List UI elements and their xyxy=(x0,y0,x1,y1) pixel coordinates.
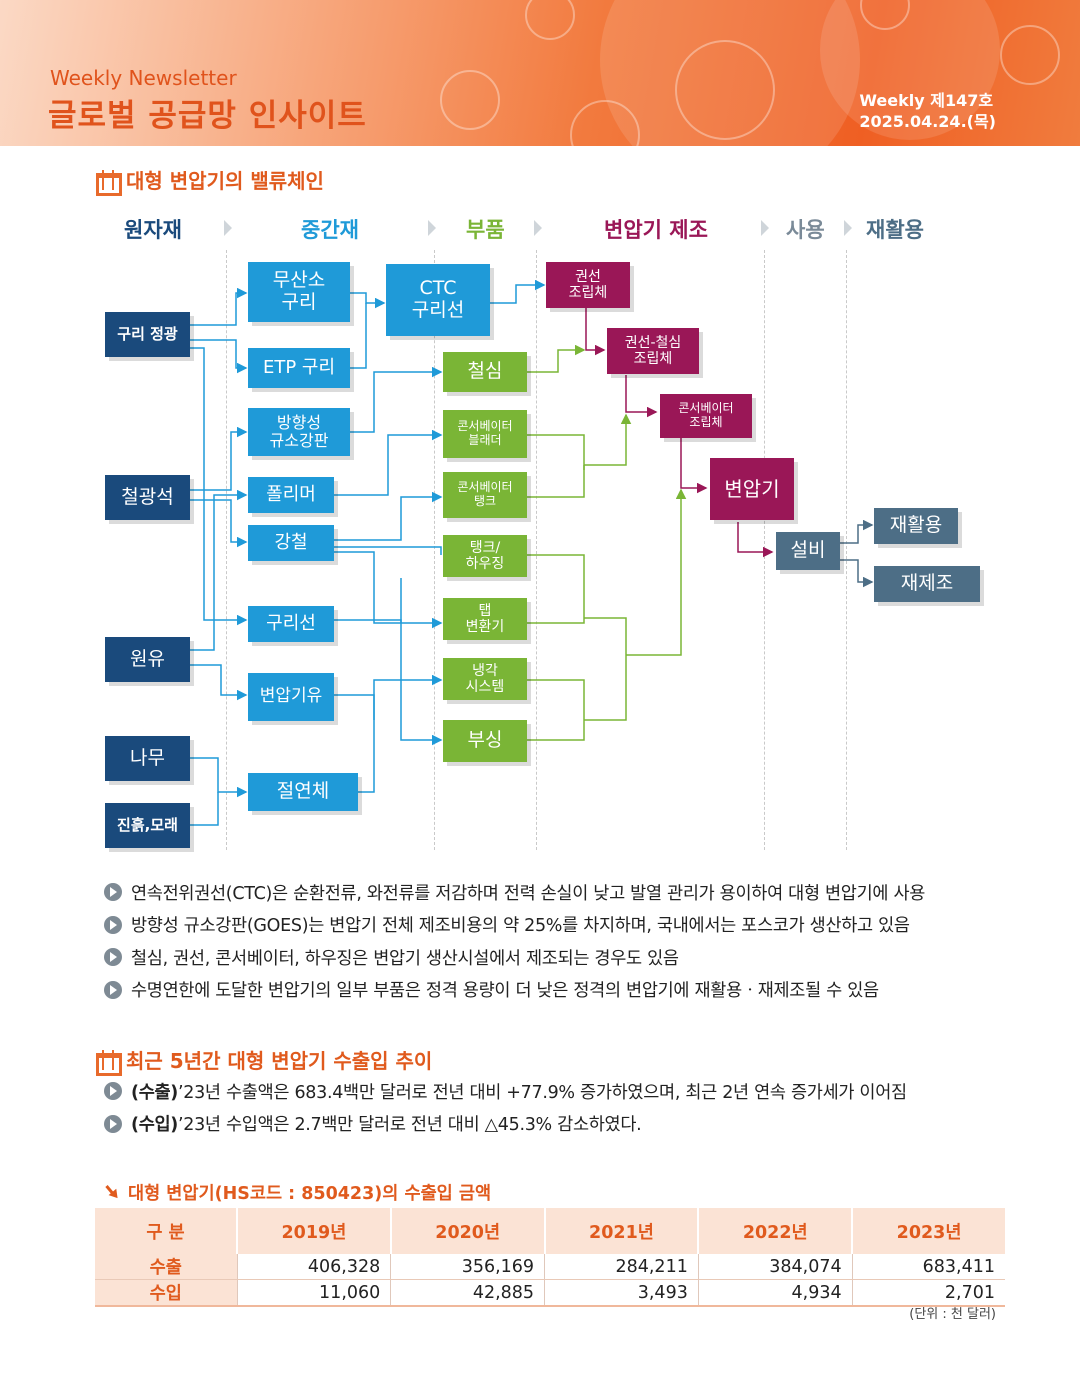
table-cell: 384,074 xyxy=(697,1254,853,1280)
box-iron-ore: 철광석 xyxy=(105,475,190,520)
table-cell: 356,169 xyxy=(390,1254,545,1280)
issue-date: 2025.04.24.(목) xyxy=(859,112,996,131)
table-cell: 683,411 xyxy=(851,1254,1005,1280)
stage-arrow-icon xyxy=(844,220,852,236)
issue-number: Weekly 제147호 xyxy=(859,91,994,110)
stage-arrow-icon xyxy=(761,220,769,236)
arrow-bullet-icon xyxy=(104,948,122,967)
newsletter-header: Weekly Newsletter 글로벌 공급망 인사이트 Weekly 제1… xyxy=(0,0,1080,146)
box-ctc-wire: CTC 구리선 xyxy=(386,264,490,336)
box-oxygen-free-copper: 무산소 구리 xyxy=(248,262,350,322)
arrow-bullet-icon xyxy=(104,883,122,902)
stage-arrow-icon xyxy=(224,220,232,236)
stage-raw-materials: 원자재 xyxy=(124,218,182,242)
stage-arrow-icon xyxy=(534,220,542,236)
trade-trend-notes: (수출) ’23년 수출액은 683.4백만 달러로 전년 대비 +77.9% … xyxy=(104,1075,1004,1140)
arrow-bullet-icon xyxy=(104,980,122,999)
arrow-down-right-icon xyxy=(104,1186,120,1200)
stage-intermediate: 중간재 xyxy=(301,218,359,242)
box-facility: 설비 xyxy=(776,532,840,570)
box-insulator: 절연체 xyxy=(248,773,358,811)
newsletter-subtitle: Weekly Newsletter xyxy=(50,66,237,90)
box-copper-wire: 구리선 xyxy=(248,606,334,642)
table-header-row: 구 분 2019년 2020년 2021년 2022년 2023년 xyxy=(95,1208,1005,1254)
stage-arrow-icon xyxy=(428,220,436,236)
box-remanufacture: 재제조 xyxy=(874,566,980,602)
box-steel: 강철 xyxy=(248,525,334,561)
trade-table: 구 분 2019년 2020년 2021년 2022년 2023년 수출 406… xyxy=(95,1208,1005,1307)
box-transformer: 변압기 xyxy=(710,458,794,520)
box-etp-copper: ETP 구리 xyxy=(248,348,350,388)
table-col-header: 2022년 xyxy=(697,1208,853,1254)
box-transformer-oil: 변압기유 xyxy=(248,673,334,721)
box-winding-assembly: 권선 조립체 xyxy=(546,262,630,308)
table-row: 수출 406,328 356,169 284,211 384,074 683,4… xyxy=(95,1254,1005,1280)
arrow-bullet-icon xyxy=(104,915,122,934)
value-chain-diagram: 원자재 중간재 부품 변압기 제조 사용 재활용 xyxy=(96,200,1000,860)
table-cell: 4,934 xyxy=(697,1279,853,1307)
table-col-header: 2023년 xyxy=(851,1208,1005,1254)
box-tank-housing: 탱크/ 하우징 xyxy=(443,535,527,577)
list-item: 철심, 권선, 콘서베이터, 하우징은 변압기 생산시설에서 제조되는 경우도 … xyxy=(104,941,1004,974)
column-divider xyxy=(536,250,537,850)
table-corner: 구 분 xyxy=(95,1208,237,1254)
table-col-header: 2021년 xyxy=(543,1208,699,1254)
newsletter-title: 글로벌 공급망 인사이트 xyxy=(48,98,367,134)
column-divider xyxy=(846,250,847,850)
table-cell: 2,701 xyxy=(851,1279,1005,1307)
box-recycle: 재활용 xyxy=(874,508,958,544)
box-conservator-tank: 콘서베이터 탱크 xyxy=(443,472,527,518)
issue-info: Weekly 제147호 2025.04.24.(목) xyxy=(859,90,996,132)
box-crude-oil: 원유 xyxy=(105,637,190,682)
table-cell: 406,328 xyxy=(236,1254,391,1280)
stage-use: 사용 xyxy=(786,218,825,242)
box-goes: 방향성 규소강판 xyxy=(248,408,350,456)
table-unit-note: (단위 : 천 달러) xyxy=(909,1307,996,1322)
box-copper-ore: 구리 정광 xyxy=(105,312,190,357)
box-clay-sand: 진흙,모래 xyxy=(105,803,190,848)
list-item: 연속전위권선(CTC)은 순환전류, 와전류를 저감하며 전력 손실이 낮고 발… xyxy=(104,876,1004,909)
section-heading-value-chain: 대형 변압기의 밸류체인 xyxy=(96,165,324,196)
column-divider xyxy=(226,250,227,850)
box-core: 철심 xyxy=(443,352,527,392)
table-cell: 3,493 xyxy=(544,1279,699,1307)
column-divider xyxy=(434,250,435,850)
building-icon xyxy=(96,169,122,196)
stage-parts: 부품 xyxy=(466,218,505,242)
box-tap-changer: 탭 변환기 xyxy=(443,598,527,640)
table-col-header: 2019년 xyxy=(236,1208,391,1254)
table-title: 대형 변압기(HS코드 : 850423)의 수출입 금액 xyxy=(104,1180,491,1205)
value-chain-notes: 연속전위권선(CTC)은 순환전류, 와전류를 저감하며 전력 손실이 낮고 발… xyxy=(104,876,1004,1006)
stage-recycle: 재활용 xyxy=(866,218,924,242)
list-item: 수명연한에 도달한 변압기의 일부 부품은 정격 용량이 더 낮은 정격의 변압… xyxy=(104,974,1004,1007)
table-row: 수입 11,060 42,885 3,493 4,934 2,701 xyxy=(95,1279,1005,1307)
section-heading-trade-trend: 최근 5년간 대형 변압기 수출입 추이 xyxy=(96,1045,432,1076)
box-conservator-assembly: 콘서베이터 조립체 xyxy=(660,394,752,438)
connector-lines xyxy=(190,279,874,826)
table-row-label: 수입 xyxy=(95,1279,237,1307)
box-winding-core-assembly: 권선-철심 조립체 xyxy=(607,328,699,374)
box-polymer: 폴리머 xyxy=(248,477,334,513)
stage-manufacturing: 변압기 제조 xyxy=(604,218,708,242)
table-cell: 284,211 xyxy=(544,1254,699,1280)
arrow-bullet-icon xyxy=(104,1114,122,1133)
building-icon xyxy=(96,1049,122,1076)
table-col-header: 2020년 xyxy=(389,1208,545,1254)
list-item: (수출) ’23년 수출액은 683.4백만 달러로 전년 대비 +77.9% … xyxy=(104,1075,1004,1108)
box-cooling-system: 냉각 시스템 xyxy=(443,658,527,700)
table-row-label: 수출 xyxy=(95,1254,237,1280)
list-item: (수입) ’23년 수입액은 2.7백만 달러로 전년 대비 △45.3% 감소… xyxy=(104,1108,1004,1141)
table-cell: 42,885 xyxy=(390,1279,545,1307)
arrow-bullet-icon xyxy=(104,1082,122,1101)
box-wood: 나무 xyxy=(105,736,190,781)
box-conservator-bladder: 콘서베이터 블래더 xyxy=(443,410,527,458)
list-item: 방향성 규소강판(GOES)는 변압기 전체 제조비용의 약 25%를 차지하며… xyxy=(104,909,1004,942)
table-cell: 11,060 xyxy=(236,1279,391,1307)
box-bushing: 부싱 xyxy=(443,720,527,762)
